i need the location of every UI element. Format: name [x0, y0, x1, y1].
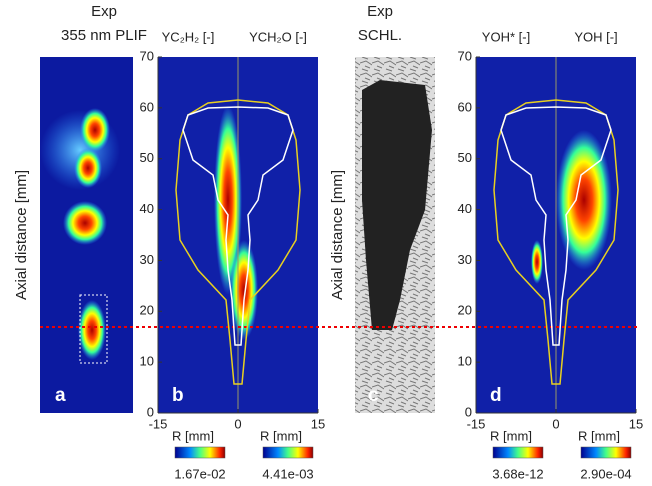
contour — [493, 99, 619, 385]
y-tick-label: 0 — [465, 404, 472, 419]
x-axis-label: R [mm] — [172, 428, 214, 443]
y-tick-label: 30 — [458, 252, 472, 267]
x-tick-label: 0 — [234, 416, 241, 431]
y-tick-label: 10 — [458, 354, 472, 369]
x-axis-label: R [mm] — [260, 428, 302, 443]
y-tick-label: 50 — [140, 150, 154, 165]
x-axis-label: R [mm] — [490, 428, 532, 443]
series-title: YC₂H₂ [-] — [162, 29, 215, 44]
colorbar — [580, 446, 632, 459]
y-tick-label: 60 — [458, 99, 472, 114]
y-tick-label: 0 — [147, 404, 154, 419]
panel-letter: b — [172, 385, 184, 406]
series-title: YCH₂O [-] — [249, 29, 307, 44]
x-tick-label: 15 — [311, 416, 325, 431]
x-tick-label: 15 — [629, 416, 643, 431]
contour — [175, 99, 301, 385]
y-tick-label: 70 — [140, 48, 154, 63]
panel-title: Exp — [367, 3, 393, 20]
x-axis-label: R [mm] — [578, 428, 620, 443]
simulation-image — [158, 57, 318, 413]
panel-title: SCHL. — [358, 27, 402, 44]
y-tick-label: 10 — [140, 354, 154, 369]
colorbar — [262, 446, 314, 459]
x-tick-label: -15 — [149, 416, 168, 431]
y-tick-label: 40 — [140, 201, 154, 216]
y-tick-label: 40 — [458, 201, 472, 216]
contour — [500, 106, 612, 346]
x-tick-label: -15 — [467, 416, 486, 431]
panel-letter: c — [368, 385, 379, 406]
panel-title: Exp — [91, 3, 117, 20]
colorbar-label: 3.68e-12 — [492, 466, 543, 481]
series-title: YOH* [-] — [482, 29, 530, 44]
panel-letter: a — [55, 385, 66, 406]
y-axis-label: Axial distance [mm] — [13, 170, 30, 300]
series-title: YOH [-] — [574, 29, 617, 44]
x-tick-label: 0 — [552, 416, 559, 431]
panel-title: 355 nm PLIF — [61, 27, 147, 44]
plif-image — [40, 57, 133, 413]
y-tick-label: 20 — [458, 303, 472, 318]
colorbar-label: 1.67e-02 — [174, 466, 225, 481]
y-tick-label: 20 — [140, 303, 154, 318]
y-tick-label: 30 — [140, 252, 154, 267]
panel-letter: d — [490, 385, 502, 406]
y-axis-label: Axial distance [mm] — [329, 170, 346, 300]
simulation-image — [476, 57, 636, 413]
y-tick-label: 50 — [458, 150, 472, 165]
contour — [182, 106, 294, 346]
y-tick-label: 70 — [458, 48, 472, 63]
schlieren-image — [355, 57, 435, 413]
colorbar-label: 4.41e-03 — [262, 466, 313, 481]
y-tick-label: 60 — [140, 99, 154, 114]
colorbar-label: 2.90e-04 — [580, 466, 631, 481]
colorbar — [492, 446, 544, 459]
colorbar — [174, 446, 226, 459]
